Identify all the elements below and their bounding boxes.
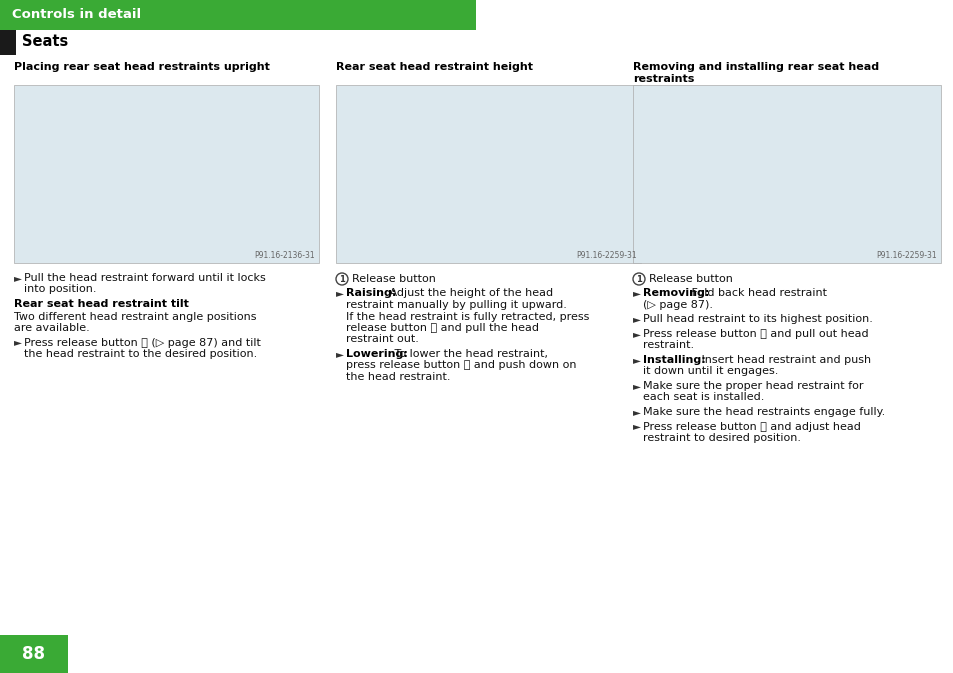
Text: If the head restraint is fully retracted, press: If the head restraint is fully retracted…	[346, 312, 589, 322]
Bar	[0, 0, 476, 30]
Text: into position.: into position.	[24, 285, 96, 295]
Text: restraint out.: restraint out.	[346, 334, 418, 345]
Text: P91.16-2136-31: P91.16-2136-31	[254, 251, 314, 260]
Text: Release button: Release button	[648, 274, 732, 284]
Text: Removing:: Removing:	[642, 289, 709, 299]
Text: Rear seat head restraint height: Rear seat head restraint height	[335, 62, 533, 72]
Text: 1: 1	[338, 275, 345, 283]
Text: To lower the head restraint,: To lower the head restraint,	[390, 349, 547, 359]
Text: Placing rear seat head restraints upright: Placing rear seat head restraints uprigh…	[14, 62, 270, 72]
Text: ►: ►	[633, 381, 640, 391]
Text: Removing and installing rear seat head: Removing and installing rear seat head	[633, 62, 879, 72]
Circle shape	[633, 273, 644, 285]
Bar	[14, 85, 318, 263]
Text: Press release button ⓘ (▷ page 87) and tilt: Press release button ⓘ (▷ page 87) and t…	[24, 337, 260, 347]
Text: Pull head restraint to its highest position.: Pull head restraint to its highest posit…	[642, 314, 872, 324]
Text: ►: ►	[633, 289, 640, 299]
Text: ►: ►	[633, 421, 640, 431]
Circle shape	[335, 273, 348, 285]
Text: Pull the head restraint forward until it locks: Pull the head restraint forward until it…	[24, 273, 266, 283]
Text: Insert head restraint and push: Insert head restraint and push	[697, 355, 870, 365]
Bar	[0, 635, 953, 673]
Text: Rear seat head restraint tilt: Rear seat head restraint tilt	[14, 299, 189, 309]
Text: release button ⓘ and pull the head: release button ⓘ and pull the head	[346, 323, 538, 333]
Text: restraint manually by pulling it upward.: restraint manually by pulling it upward.	[346, 300, 566, 310]
Text: ►: ►	[633, 314, 640, 324]
Text: ►: ►	[633, 355, 640, 365]
Text: ►: ►	[14, 337, 22, 347]
Text: Two different head restraint angle positions: Two different head restraint angle posit…	[14, 312, 256, 322]
Text: press release button ⓘ and push down on: press release button ⓘ and push down on	[346, 361, 576, 371]
Bar	[0, 30, 16, 55]
Text: 1: 1	[636, 275, 641, 283]
Text: ►: ►	[633, 407, 640, 417]
Text: ►: ►	[335, 289, 344, 299]
Text: it down until it engages.: it down until it engages.	[642, 367, 778, 376]
Text: the head restraint.: the head restraint.	[346, 372, 450, 382]
Text: P91.16-2259-31: P91.16-2259-31	[576, 251, 637, 260]
Text: ►: ►	[633, 329, 640, 339]
Text: 88: 88	[23, 645, 46, 663]
Text: ►: ►	[14, 273, 22, 283]
Text: Controls in detail: Controls in detail	[12, 9, 141, 22]
Text: each seat is installed.: each seat is installed.	[642, 392, 763, 402]
Text: Installing:: Installing:	[642, 355, 705, 365]
Text: ►: ►	[335, 349, 344, 359]
Text: P91.16-2259-31: P91.16-2259-31	[876, 251, 936, 260]
Text: Seats: Seats	[22, 34, 69, 50]
Text: the head restraint to the desired position.: the head restraint to the desired positi…	[24, 349, 257, 359]
Text: Press release button ⓘ and adjust head: Press release button ⓘ and adjust head	[642, 421, 860, 431]
Text: Lowering:: Lowering:	[346, 349, 408, 359]
Bar	[633, 85, 940, 263]
Text: Release button: Release button	[352, 274, 436, 284]
Bar	[0, 635, 68, 673]
Text: (▷ page 87).: (▷ page 87).	[642, 300, 712, 310]
Text: restraint to desired position.: restraint to desired position.	[642, 433, 801, 443]
Text: Press release button ⓘ and pull out head: Press release button ⓘ and pull out head	[642, 329, 868, 339]
Text: restraints: restraints	[633, 74, 694, 84]
Text: Make sure the proper head restraint for: Make sure the proper head restraint for	[642, 381, 862, 391]
Text: Fold back head restraint: Fold back head restraint	[687, 289, 825, 299]
Text: are available.: are available.	[14, 323, 90, 333]
Text: Adjust the height of the head: Adjust the height of the head	[385, 289, 552, 299]
Text: restraint.: restraint.	[642, 341, 694, 351]
Text: Raising:: Raising:	[346, 289, 395, 299]
Bar	[335, 85, 640, 263]
Text: Make sure the head restraints engage fully.: Make sure the head restraints engage ful…	[642, 407, 884, 417]
